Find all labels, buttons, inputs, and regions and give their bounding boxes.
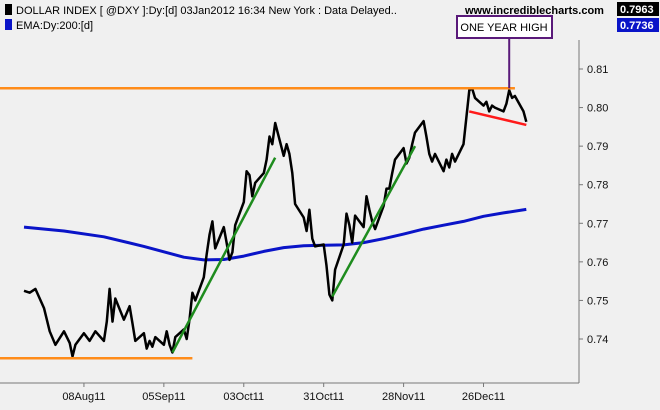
trendline — [468, 110, 527, 127]
y-tick-label: 0.78 — [587, 180, 608, 192]
trendline — [171, 157, 277, 354]
one-year-high-label: ONE YEAR HIGH — [460, 22, 547, 34]
price-legend-swatch — [5, 4, 12, 15]
y-tick-label: 0.76 — [587, 257, 608, 269]
x-tick-label: 28Nov11 — [382, 391, 425, 403]
x-tick-label: 26Dec11 — [462, 391, 505, 403]
trendline — [331, 145, 417, 298]
price-series-line — [23, 87, 528, 358]
last-price-box — [617, 2, 659, 16]
last-price-label: 0.7963 — [620, 4, 654, 16]
y-tick-label: 0.75 — [587, 295, 608, 307]
chart-title: DOLLAR INDEX [ @DXY ]:Dy:[d] 03Jan2012 1… — [16, 5, 397, 17]
y-tick-label: 0.77 — [587, 218, 608, 230]
source-url: www.incrediblecharts.com — [464, 5, 604, 17]
annotation-layer — [0, 87, 527, 360]
x-tick-label: 08Aug11 — [62, 391, 105, 403]
last-ema-box — [617, 18, 659, 32]
ema-legend-swatch — [5, 19, 12, 30]
ema-legend-label: EMA:Dy:200:[d] — [16, 20, 93, 32]
last-ema-label: 0.7736 — [620, 20, 654, 32]
price-layer — [23, 87, 528, 358]
x-tick-label: 31Oct11 — [303, 391, 344, 403]
x-tick-label: 03Oct11 — [223, 391, 264, 403]
one-year-high-box — [456, 15, 553, 39]
x-tick-label: 05Sep11 — [142, 391, 185, 403]
y-tick-label: 0.79 — [587, 141, 608, 153]
axis-ticks: 0.74 0.75 0.76 0.77 0.78 0.79 0.80 0.81 08Aug11 0… — [62, 64, 608, 403]
y-tick-label: 0.80 — [587, 103, 608, 115]
y-tick-label: 0.74 — [587, 334, 608, 346]
y-tick-label: 0.81 — [587, 64, 608, 76]
